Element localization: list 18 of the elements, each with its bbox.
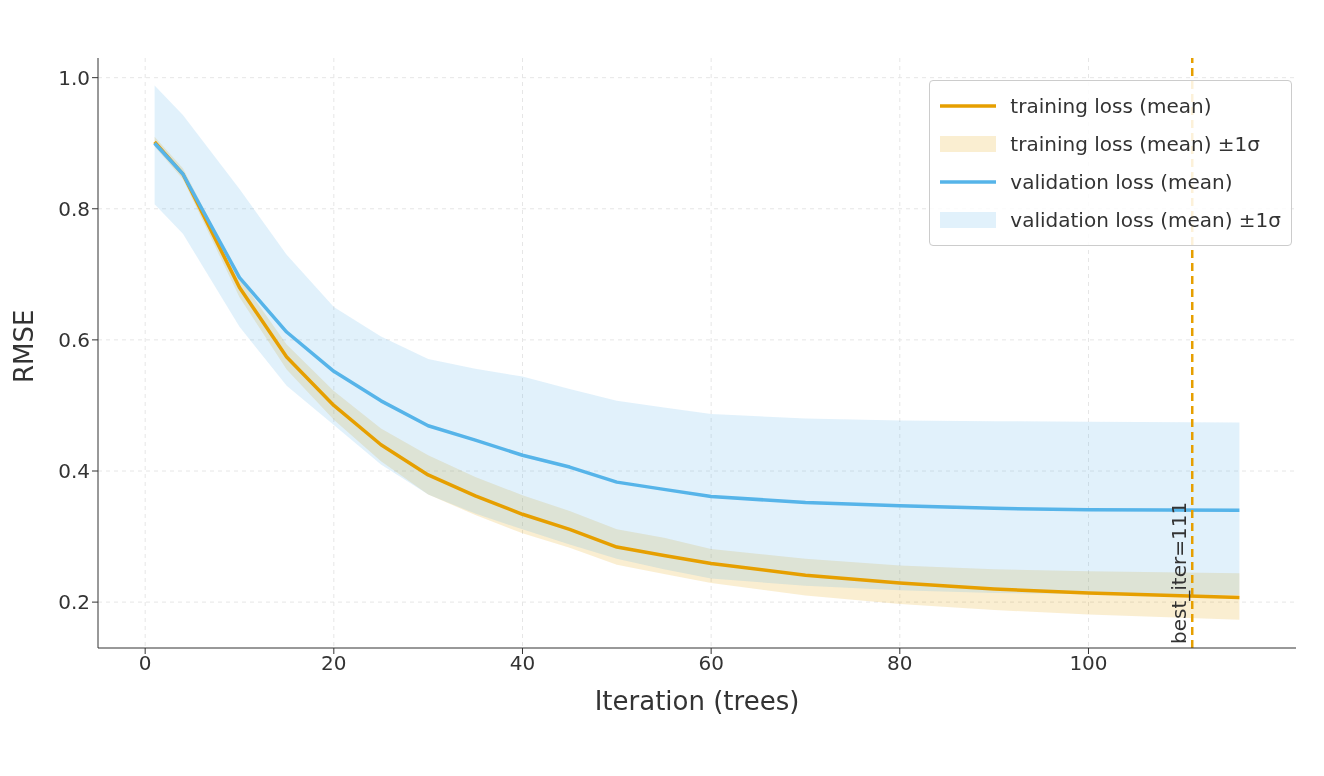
y-tick-label: 0.4 — [58, 459, 90, 484]
x-tick-label: 100 — [1069, 651, 1108, 676]
y-tick-label: 1.0 — [58, 65, 90, 90]
x-tick-label: 40 — [509, 651, 536, 676]
x-tick-label: 80 — [887, 651, 913, 676]
x-tick-label: 0 — [138, 651, 152, 676]
y-tick-label: 0.2 — [58, 590, 90, 615]
legend-label: training loss (mean) — [1010, 94, 1212, 118]
x-tick-label: 20 — [321, 651, 347, 676]
x-tick-label: 60 — [698, 651, 724, 676]
y-axis-title: RMSE — [9, 309, 40, 383]
legend-label: validation loss (mean) — [1010, 170, 1233, 194]
y-tick-label: 0.6 — [58, 327, 90, 352]
annotation: training loss (mean) ±1σ — [1010, 132, 1261, 156]
ref-line-label: best_iter=111 — [1167, 501, 1192, 644]
y-tick-label: 0.8 — [58, 196, 90, 221]
x-axis-title: Iteration (trees) — [594, 686, 800, 716]
annotation: validation loss (mean) ±1σ — [1010, 208, 1281, 232]
